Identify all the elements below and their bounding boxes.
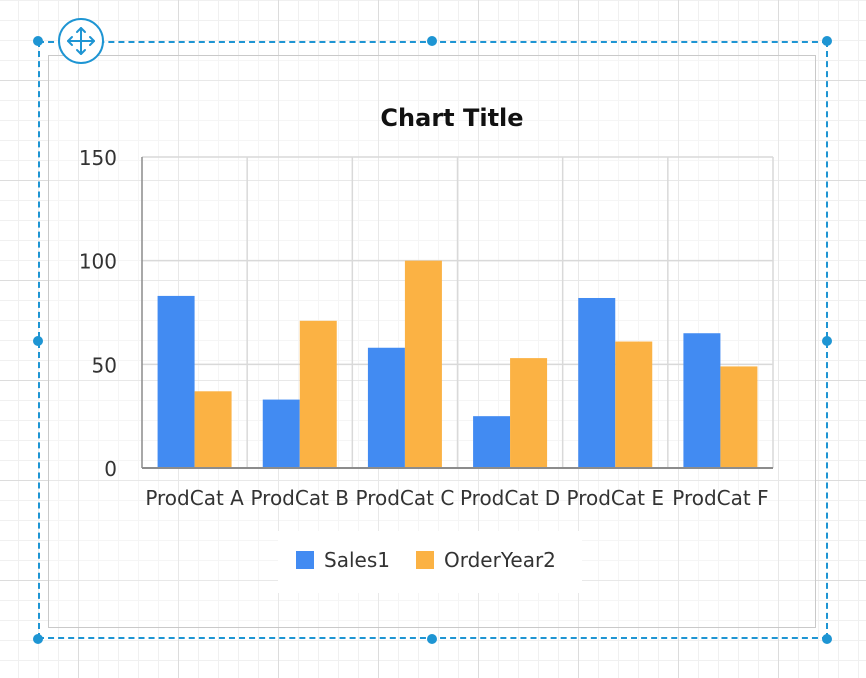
bar-sales1-1 bbox=[262, 399, 300, 468]
bar-sales1-2 bbox=[367, 347, 405, 468]
chart-gridlines bbox=[142, 156, 774, 468]
x-tick-label-1: ProdCat B bbox=[250, 486, 349, 510]
bar-orderyear2-4 bbox=[615, 341, 653, 468]
resize-handle-bottom-right[interactable] bbox=[822, 634, 832, 644]
resize-handle-bottom-left[interactable] bbox=[33, 634, 43, 644]
resize-handle-right[interactable] bbox=[822, 336, 832, 346]
resize-handle-top-right[interactable] bbox=[822, 36, 832, 46]
resize-handle-bottom[interactable] bbox=[427, 634, 437, 644]
x-tick-label-3: ProdCat D bbox=[460, 486, 560, 510]
x-tick-label-4: ProdCat E bbox=[567, 486, 664, 510]
bar-sales1-0 bbox=[157, 295, 195, 468]
move-handle[interactable] bbox=[58, 18, 104, 64]
resize-handle-left[interactable] bbox=[33, 336, 43, 346]
bar-sales1-3 bbox=[473, 416, 511, 468]
legend-item-orderyear2: OrderYear2 bbox=[416, 548, 556, 572]
bar-orderyear2-5 bbox=[720, 366, 758, 468]
bar-sales1-4 bbox=[578, 297, 616, 468]
bar-sales1-5 bbox=[683, 333, 721, 468]
bar-orderyear2-2 bbox=[404, 260, 442, 468]
legend-item-sales1: Sales1 bbox=[296, 548, 390, 572]
legend-swatch-sales1 bbox=[296, 551, 314, 569]
chart-axes bbox=[141, 157, 773, 469]
x-tick-label-0: ProdCat A bbox=[145, 486, 244, 510]
x-tick-label-2: ProdCat C bbox=[356, 486, 455, 510]
bar-orderyear2-1 bbox=[299, 320, 337, 468]
move-arrows-icon bbox=[67, 27, 95, 55]
legend-swatch-orderyear2 bbox=[416, 551, 434, 569]
legend-label-sales1: Sales1 bbox=[324, 548, 390, 572]
bar-orderyear2-3 bbox=[510, 358, 548, 468]
selection-border bbox=[38, 41, 828, 639]
legend-label-orderyear2: OrderYear2 bbox=[444, 548, 556, 572]
y-tick-label-100: 100 bbox=[79, 250, 117, 274]
x-tick-label-5: ProdCat F bbox=[672, 486, 768, 510]
chart-title: Chart Title bbox=[380, 104, 523, 132]
resize-handle-top-left[interactable] bbox=[33, 36, 43, 46]
y-tick-label-0: 0 bbox=[104, 457, 117, 481]
resize-handle-top[interactable] bbox=[427, 36, 437, 46]
chart-bars bbox=[157, 260, 758, 468]
y-tick-label-150: 150 bbox=[79, 146, 117, 170]
y-tick-label-50: 50 bbox=[92, 353, 117, 377]
bar-orderyear2-0 bbox=[194, 391, 232, 468]
